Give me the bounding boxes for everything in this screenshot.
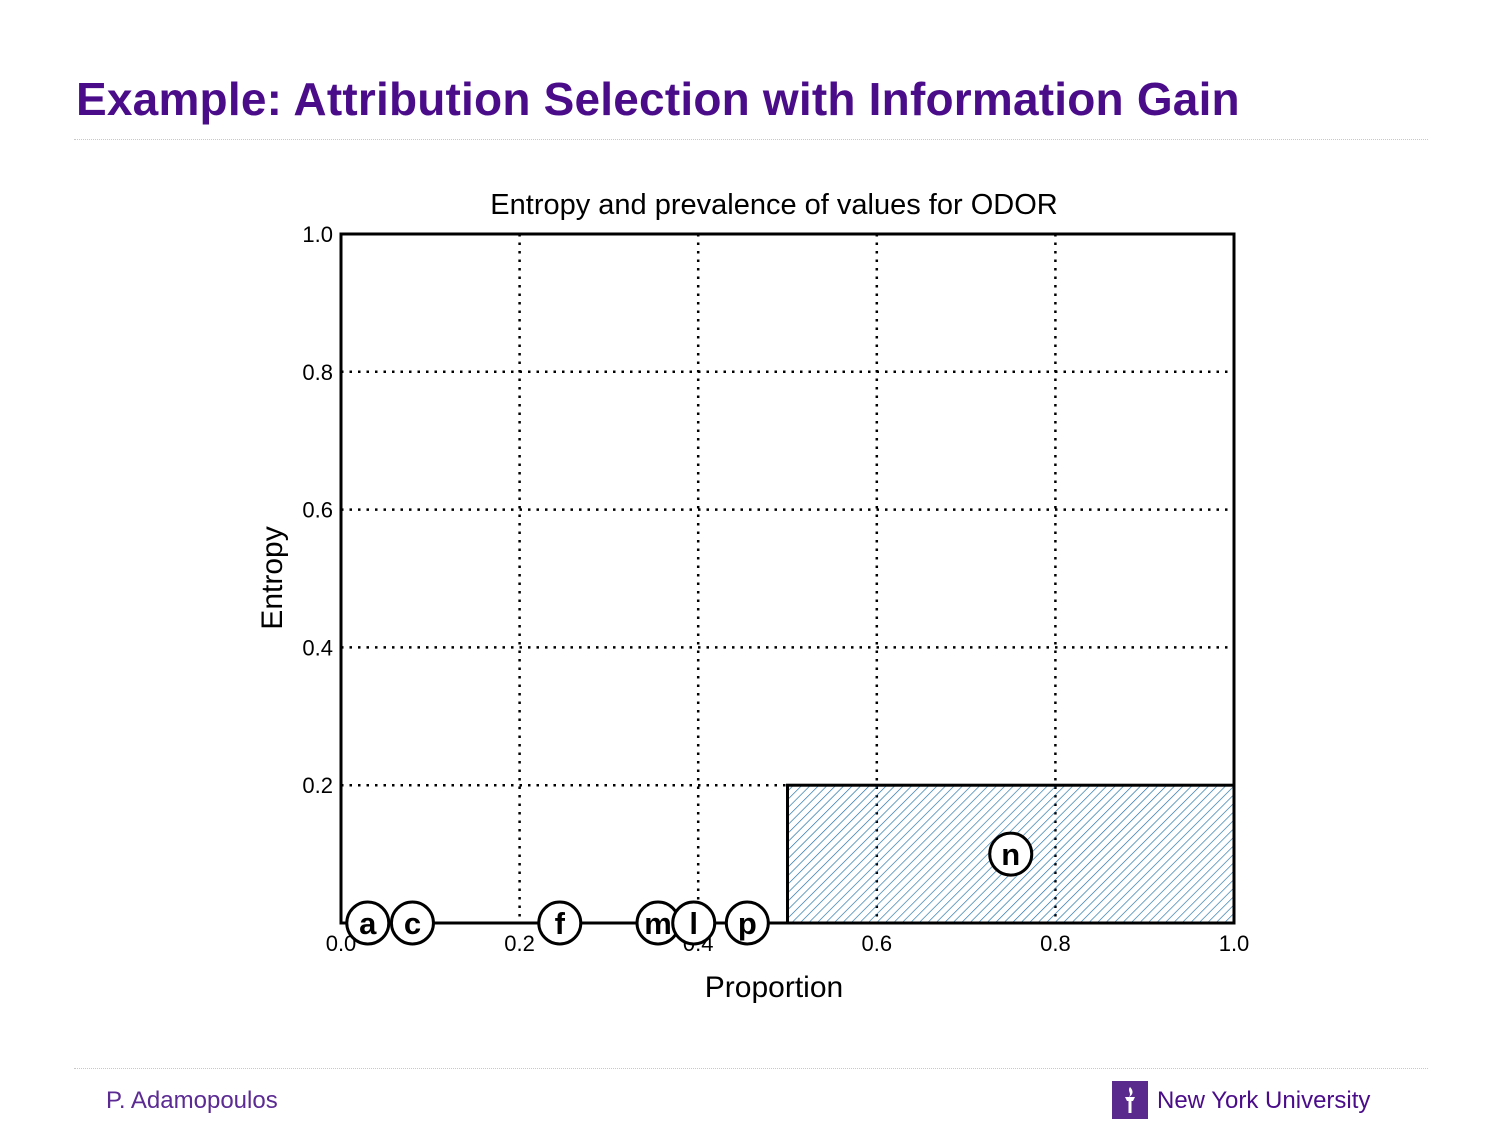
marker-c: c (389, 900, 435, 946)
title-divider (74, 139, 1428, 140)
marker-circle (389, 900, 435, 946)
y-tick-label: 0.6 (302, 498, 333, 523)
marker-a: a (345, 900, 391, 946)
marker-n: n (988, 831, 1034, 877)
nyu-torch-icon (1112, 1081, 1148, 1119)
footer-author: P. Adamopoulos (106, 1087, 278, 1114)
marker-circle (537, 900, 583, 946)
marker-label: p (738, 906, 757, 941)
x-tick-label: 0.2 (504, 931, 535, 956)
marker-label: c (404, 906, 421, 941)
x-tick-label: 0.6 (862, 931, 893, 956)
footer-org: New York University (1157, 1087, 1371, 1114)
marker-circle (345, 900, 391, 946)
y-axis-label: Entropy (256, 526, 289, 629)
plot-frame (339, 232, 1236, 925)
marker-circle (724, 900, 770, 946)
marker-circle (671, 900, 717, 946)
category-markers: a c f m l p n (345, 831, 1034, 946)
x-tick-label: 0.8 (1040, 931, 1071, 956)
marker-label: a (359, 906, 377, 941)
marker-label: l (689, 906, 698, 941)
marker-label: m (644, 906, 672, 941)
marker-m: m (635, 900, 681, 946)
marker-p: p (724, 900, 770, 946)
x-tick-label: 1.0 (1219, 931, 1250, 956)
slide-title: Example: Attribution Selection with Info… (76, 73, 1240, 125)
y-tick-label: 0.4 (302, 635, 333, 660)
y-tick-label: 0.8 (302, 360, 333, 385)
marker-circle (988, 831, 1034, 877)
x-axis-label: Proportion (705, 971, 843, 1004)
footer-divider (74, 1068, 1428, 1069)
marker-l: l (671, 900, 717, 946)
marker-f: f (537, 900, 583, 946)
chart-title: Entropy and prevalence of values for ODO… (490, 189, 1057, 221)
marker-label: n (1001, 837, 1020, 872)
marker-label: f (555, 906, 566, 941)
y-tick-label: 1.0 (302, 222, 333, 247)
y-tick-label: 0.2 (302, 773, 333, 798)
